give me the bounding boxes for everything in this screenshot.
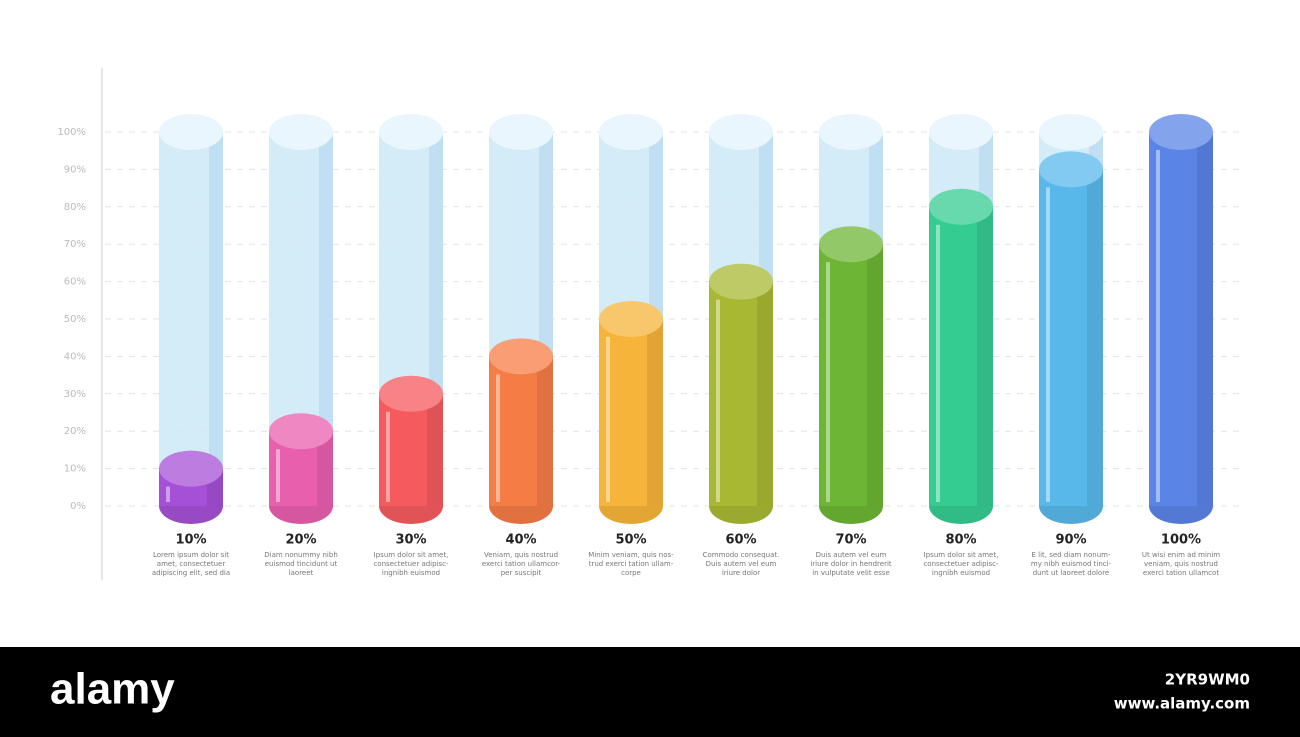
description: ingnibh euismod [382,569,440,577]
description: exerci tation ullamcor- [482,560,561,568]
value-label: 60% [725,533,756,548]
bar-shade [317,431,333,506]
y-tick-label: 50% [64,314,86,325]
value-label: 100% [1161,533,1201,548]
description: trud exerci tation ullam- [589,560,674,568]
value-label: 70% [835,533,866,548]
description: per suscipit [501,569,542,577]
value-label: 80% [945,533,976,548]
description: Duis autem vel eum [706,560,777,568]
bar-top [819,226,883,263]
description: consectetuer adipisc- [923,560,999,568]
bar-top [159,450,223,487]
tube-top [489,114,553,150]
description: exerci tation ullamcot [1143,569,1219,577]
bar-gloss [716,299,720,502]
y-tick-label: 70% [64,239,86,250]
y-tick-label: 30% [64,389,86,400]
bar-top [709,263,773,300]
description: Commodo consequat. [703,551,780,559]
y-tick-label: 10% [64,464,86,475]
description: consectetuer adipisc- [373,560,449,568]
description: adipiscing elit, sed dia [152,569,230,577]
y-tick-label: 20% [64,426,86,437]
bar-top [1149,114,1213,150]
y-tick-label: 60% [64,277,86,288]
y-tick-label: 80% [64,202,86,213]
value-label: 20% [285,533,316,548]
description: Ut wisi enim ad minim [1142,551,1220,559]
description: laoreet [289,569,314,577]
bar-shade [757,281,773,506]
bar-shade [427,393,443,506]
tube-top [379,114,443,150]
description: Ipsum dolor sit amet, [374,551,449,559]
description: amet, consectetuer [157,560,226,568]
y-tick-label: 0% [70,501,86,512]
bar-shade [977,206,993,507]
bar-gloss [826,262,830,502]
bar-top [1039,151,1103,188]
description: Diam nonummy nibh [264,551,338,559]
bar-shade [647,319,663,506]
value-label: 10% [175,533,206,548]
bar-gloss [496,374,500,502]
description: Veniam, quis nostrud [484,551,558,559]
plot: 0% 10% 20% 30% 40% 50% 60% 70% 80% 90% 100% 10% Lore… [57,114,1240,577]
description: Ipsum dolor sit amet, [924,551,999,559]
bar-shade [537,356,553,506]
value-label: 50% [615,533,646,548]
y-tick-label: 100% [57,127,86,138]
description: my nibh euismod tinci- [1031,560,1112,568]
bar-gloss [276,449,280,502]
description: E lit, sed diam nonum- [1031,551,1110,559]
description: iriure dolor in hendrerit [810,560,892,568]
bar-gloss [1156,150,1160,502]
tube-shade [209,132,223,506]
bar-shade [1197,132,1213,506]
value-label: 30% [395,533,426,548]
description: corpe [621,569,641,577]
tube-top [159,114,223,150]
description: in vulputate velit esse [812,569,890,577]
url: www.alamy.com [1114,695,1250,713]
bar-shade [1087,169,1103,506]
description: Lorem ipsum dolor sit [153,551,229,559]
tube-shade [319,132,333,506]
image-id: 2YR9WM0 [1165,671,1250,689]
y-tick-label: 90% [64,164,86,175]
tube-top [819,114,883,150]
bar-top [379,375,443,412]
bar-top [599,301,663,337]
description: Duis autem vel eum [816,551,887,559]
description: dunt ut laoreet dolore [1033,569,1110,577]
description: ingnibh euismod [932,569,990,577]
tube-top [709,114,773,150]
tube-top [1039,114,1103,150]
tube-top [599,114,663,150]
bar-top [269,413,333,450]
bar-top [489,338,553,375]
bar-gloss [166,486,170,502]
tube-top [929,114,993,150]
bar-shade [867,244,883,506]
y-tick-label: 40% [64,351,86,362]
bar-gloss [936,224,940,503]
brand: alamy [50,665,175,714]
bar-gloss [606,337,610,502]
tube-top [269,114,333,150]
description: iriure dolor [722,569,760,577]
description: Minim veniam, quis nos- [588,551,674,559]
bar-top [929,188,993,225]
footer [0,647,1300,737]
bar-gloss [386,411,390,502]
bar-gloss [1046,187,1050,502]
description: euismod tincidunt ut [265,560,338,568]
value-label: 90% [1055,533,1086,548]
value-label: 40% [505,533,536,548]
description: veniam, quis nostrud [1144,560,1218,568]
